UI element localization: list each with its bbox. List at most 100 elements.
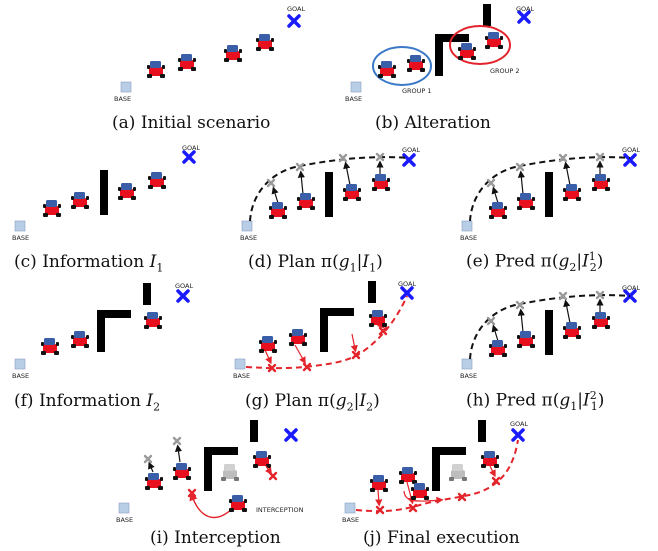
wall	[204, 447, 238, 455]
panel-a: BASE GOAL	[114, 5, 305, 103]
robot-icon	[269, 202, 287, 219]
waypoint-icon	[486, 316, 496, 326]
goal-label: GOAL	[287, 5, 305, 13]
panel-f: BASE GOAL	[12, 282, 193, 380]
robot-icon	[71, 192, 89, 209]
wall	[545, 172, 553, 217]
wall	[478, 420, 486, 442]
execution-path	[355, 439, 519, 513]
robot-icon	[517, 331, 535, 348]
goal-icon	[623, 153, 637, 167]
base-label: BASE	[114, 95, 131, 103]
goal-label: GOAL	[175, 282, 193, 290]
waypoint-icon	[515, 300, 525, 310]
base-label: BASE	[342, 516, 359, 524]
base-label: BASE	[12, 372, 29, 380]
wall	[204, 447, 212, 491]
panel-d: BASE GOAL	[240, 146, 420, 242]
panel-j: BASE GOAL	[342, 420, 528, 524]
robot-icon	[41, 338, 59, 355]
goal-icon	[517, 10, 531, 24]
base-icon	[241, 220, 253, 232]
wall	[432, 447, 466, 455]
waypoint-icon	[515, 162, 525, 172]
wall	[97, 310, 105, 352]
robot-icon	[592, 312, 610, 329]
caption-a: (a) Initial scenario	[112, 113, 271, 133]
base-icon	[461, 358, 473, 370]
ghost-robot-icon	[221, 464, 239, 481]
robot-icon	[148, 172, 166, 189]
goal-label: GOAL	[402, 146, 420, 154]
group-2-label: GROUP 2	[490, 67, 520, 75]
panel-h: BASE GOAL	[460, 284, 640, 380]
robot-icon	[253, 451, 271, 468]
group-1-label: GROUP 1	[402, 87, 432, 95]
panel-e: BASE GOAL	[460, 146, 640, 242]
base-icon	[461, 220, 473, 232]
robot-icon	[407, 55, 425, 72]
robot-icon	[297, 193, 315, 210]
robot-icon	[118, 183, 136, 200]
caption-h: (h) Pred π(g1|I21)	[466, 389, 605, 414]
goal-icon	[176, 289, 190, 303]
wall	[97, 310, 131, 318]
robot-icon	[372, 174, 390, 191]
wall	[545, 310, 553, 355]
base-label: BASE	[12, 234, 29, 242]
base-label: BASE	[345, 95, 362, 103]
wall	[435, 34, 443, 76]
panel-b: BASE GOAL GROUP 1 GROUP 2	[345, 4, 534, 103]
panel-i: BASE INTERCEPTION	[116, 420, 304, 524]
wall	[325, 172, 333, 217]
waypoint-icon	[378, 326, 388, 336]
robot-icon	[256, 34, 274, 51]
caption-g: (g) Plan π(g2|I2)	[245, 391, 380, 414]
robot-icon	[458, 43, 476, 60]
robot-icon	[229, 495, 247, 512]
waypoint-icon	[486, 178, 496, 188]
robot-icon	[144, 312, 162, 329]
robot-icon	[378, 61, 396, 78]
base-label: BASE	[233, 372, 250, 380]
robot-icon	[369, 310, 387, 327]
interception-arrow	[189, 492, 234, 519]
group-2-ellipse	[449, 25, 511, 65]
robot-icon	[517, 193, 535, 210]
robot-icon	[343, 184, 361, 201]
group-1-ellipse	[372, 46, 432, 86]
wall	[320, 308, 354, 316]
goal-label: GOAL	[182, 144, 200, 152]
caption-d: (d) Plan π(g1|I1)	[248, 252, 383, 275]
robot-icon	[489, 202, 507, 219]
base-icon	[350, 81, 362, 93]
waypoint-icon	[187, 488, 197, 498]
robot-icon	[481, 451, 499, 468]
robot-icon	[173, 463, 191, 480]
base-icon	[14, 220, 26, 232]
robot-icon	[411, 483, 429, 500]
caption-j: (j) Final execution	[363, 528, 520, 548]
wall	[143, 283, 151, 305]
robot-icon	[489, 340, 507, 357]
base-icon	[118, 502, 130, 514]
goal-label: GOAL	[398, 280, 416, 288]
goal-icon	[511, 428, 525, 442]
wall	[100, 170, 108, 215]
robot-icon	[145, 473, 163, 490]
robot-icon	[592, 174, 610, 191]
robot-icon	[178, 54, 196, 71]
caption-b: (b) Alteration	[375, 113, 491, 133]
waypoint-icon	[295, 162, 305, 172]
robot-icon	[563, 184, 581, 201]
caption-f: (f) Information I2	[14, 391, 161, 414]
robot-icon	[563, 322, 581, 339]
goal-label: GOAL	[622, 146, 640, 154]
robot-icon	[485, 32, 503, 49]
base-icon	[14, 358, 26, 370]
robot-icon	[224, 45, 242, 62]
goal-icon	[402, 153, 416, 167]
caption-e: (e) Pred π(g2|I12)	[466, 250, 604, 275]
goal-label: GOAL	[516, 5, 534, 13]
